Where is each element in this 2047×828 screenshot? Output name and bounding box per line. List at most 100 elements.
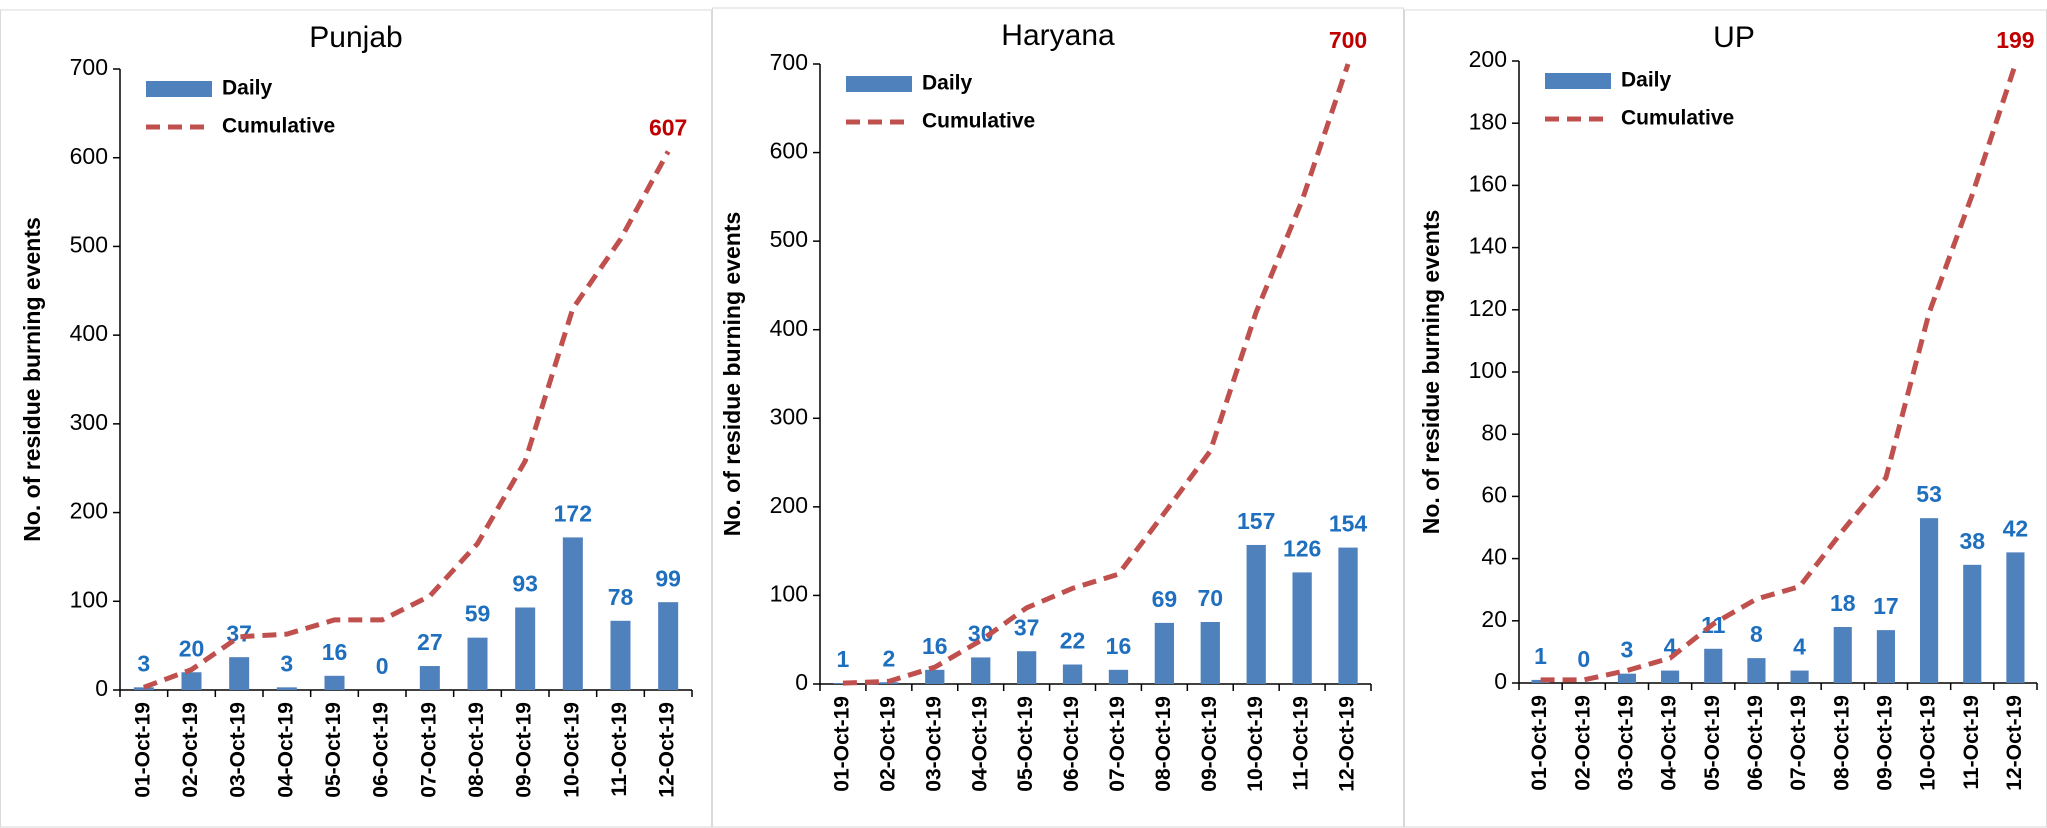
bar	[133, 687, 154, 690]
data-label: 69	[1152, 586, 1178, 612]
data-label: 2	[882, 645, 895, 671]
y-tick-label: 600	[70, 143, 108, 169]
data-label: 20	[179, 635, 205, 661]
bar	[467, 637, 488, 690]
x-tick-label: 01-Oct-19	[131, 702, 154, 798]
chart-title: UP	[1713, 21, 1755, 54]
cumulative-line	[842, 63, 1351, 686]
data-label: 59	[465, 601, 491, 627]
bar	[181, 672, 202, 690]
y-tick-label: 0	[795, 669, 808, 695]
data-label: 16	[922, 633, 948, 659]
y-tick-label: 180	[1469, 108, 1507, 134]
x-tick-label: 01-Oct-19	[1528, 695, 1551, 791]
y-tick-label: 400	[70, 320, 108, 346]
bar	[971, 657, 991, 684]
x-tick-label: 04-Oct-19	[1658, 695, 1681, 791]
data-label: 3	[137, 650, 150, 676]
y-tick-label: 200	[770, 492, 808, 518]
x-tick-label: 01-Oct-19	[831, 696, 854, 792]
bar	[2006, 552, 2025, 683]
legend-swatch	[846, 76, 912, 92]
x-tick-label: 10-Oct-19	[560, 702, 583, 798]
chart-title: Punjab	[309, 21, 402, 54]
bar	[1920, 518, 1939, 683]
bar	[276, 687, 297, 690]
y-tick-label: 600	[770, 138, 808, 164]
x-tick-label: 12-Oct-19	[656, 702, 679, 798]
bar	[1016, 651, 1037, 684]
y-tick-label: 140	[1469, 233, 1507, 259]
legend-label: Daily	[1621, 69, 1672, 92]
y-tick-label: 500	[770, 226, 808, 252]
bar	[419, 666, 440, 690]
y-tick-label: 100	[770, 581, 808, 607]
x-tick-label: 09-Oct-19	[1198, 696, 1221, 792]
x-tick-label: 02-Oct-19	[876, 696, 899, 792]
bar	[324, 675, 345, 690]
x-tick-label: 02-Oct-19	[1571, 695, 1594, 791]
data-label: 38	[1959, 528, 1985, 554]
y-tick-label: 80	[1481, 419, 1507, 445]
y-axis-label: No. of residue burning events	[1418, 210, 1444, 535]
y-tick-label: 160	[1469, 170, 1507, 196]
data-label: 0	[1577, 646, 1590, 672]
data-label: 1	[837, 646, 850, 672]
x-tick-label: 09-Oct-19	[1873, 695, 1896, 791]
data-label: 172	[554, 500, 592, 526]
x-tick-label: 08-Oct-19	[1152, 696, 1175, 792]
y-tick-label: 500	[70, 232, 108, 258]
panel-border	[712, 7, 1404, 828]
y-tick-label: 0	[95, 675, 108, 701]
data-label: 1	[1534, 643, 1547, 669]
bar	[1790, 670, 1809, 683]
y-tick-label: 200	[1469, 46, 1507, 72]
data-label: 17	[1873, 593, 1899, 619]
legend-label: Cumulative	[922, 110, 1035, 133]
data-label: 16	[1106, 633, 1132, 659]
bar	[1154, 622, 1175, 684]
x-tick-label: 08-Oct-19	[465, 702, 488, 798]
legend-swatch	[146, 81, 212, 97]
y-tick-label: 300	[70, 409, 108, 435]
y-tick-label: 0	[1494, 668, 1507, 694]
y-tick-label: 100	[1469, 357, 1507, 383]
legend-swatch	[1545, 73, 1611, 89]
data-label: 8	[1750, 621, 1763, 647]
bar	[1292, 572, 1312, 684]
legend-label: Cumulative	[222, 115, 335, 138]
bar	[610, 620, 631, 690]
x-tick-label: 03-Oct-19	[922, 696, 945, 792]
cumulative-label: 700	[1329, 27, 1367, 53]
y-axis-label: No. of residue burning events	[719, 212, 745, 537]
legend-label: Daily	[922, 72, 973, 95]
x-tick-label: 03-Oct-19	[1614, 695, 1637, 791]
cumulative-label: 607	[649, 115, 687, 141]
y-tick-label: 300	[770, 403, 808, 429]
y-tick-label: 700	[770, 49, 808, 75]
bar	[1747, 658, 1766, 683]
x-tick-label: 11-Oct-19	[1960, 695, 1983, 790]
bar	[1963, 564, 1982, 683]
data-label: 0	[376, 653, 389, 679]
x-tick-label: 05-Oct-19	[1701, 695, 1724, 791]
bar	[1200, 622, 1220, 684]
data-label: 37	[1014, 614, 1040, 640]
chart-title: Haryana	[1001, 19, 1115, 52]
x-tick-label: 06-Oct-19	[1744, 695, 1767, 791]
data-label: 126	[1283, 535, 1321, 561]
x-tick-label: 09-Oct-19	[513, 702, 536, 798]
data-label: 99	[655, 565, 681, 591]
x-tick-label: 10-Oct-19	[1244, 696, 1267, 792]
data-label: 3	[280, 650, 293, 676]
bar	[1704, 648, 1723, 683]
x-tick-label: 07-Oct-19	[417, 702, 440, 798]
x-tick-label: 04-Oct-19	[274, 702, 297, 798]
y-tick-label: 200	[70, 498, 108, 524]
data-label: 3	[1621, 637, 1634, 663]
data-label: 53	[1916, 481, 1942, 507]
x-tick-label: 05-Oct-19	[322, 702, 345, 798]
x-tick-label: 12-Oct-19	[2003, 695, 2026, 791]
y-tick-label: 700	[70, 54, 108, 80]
